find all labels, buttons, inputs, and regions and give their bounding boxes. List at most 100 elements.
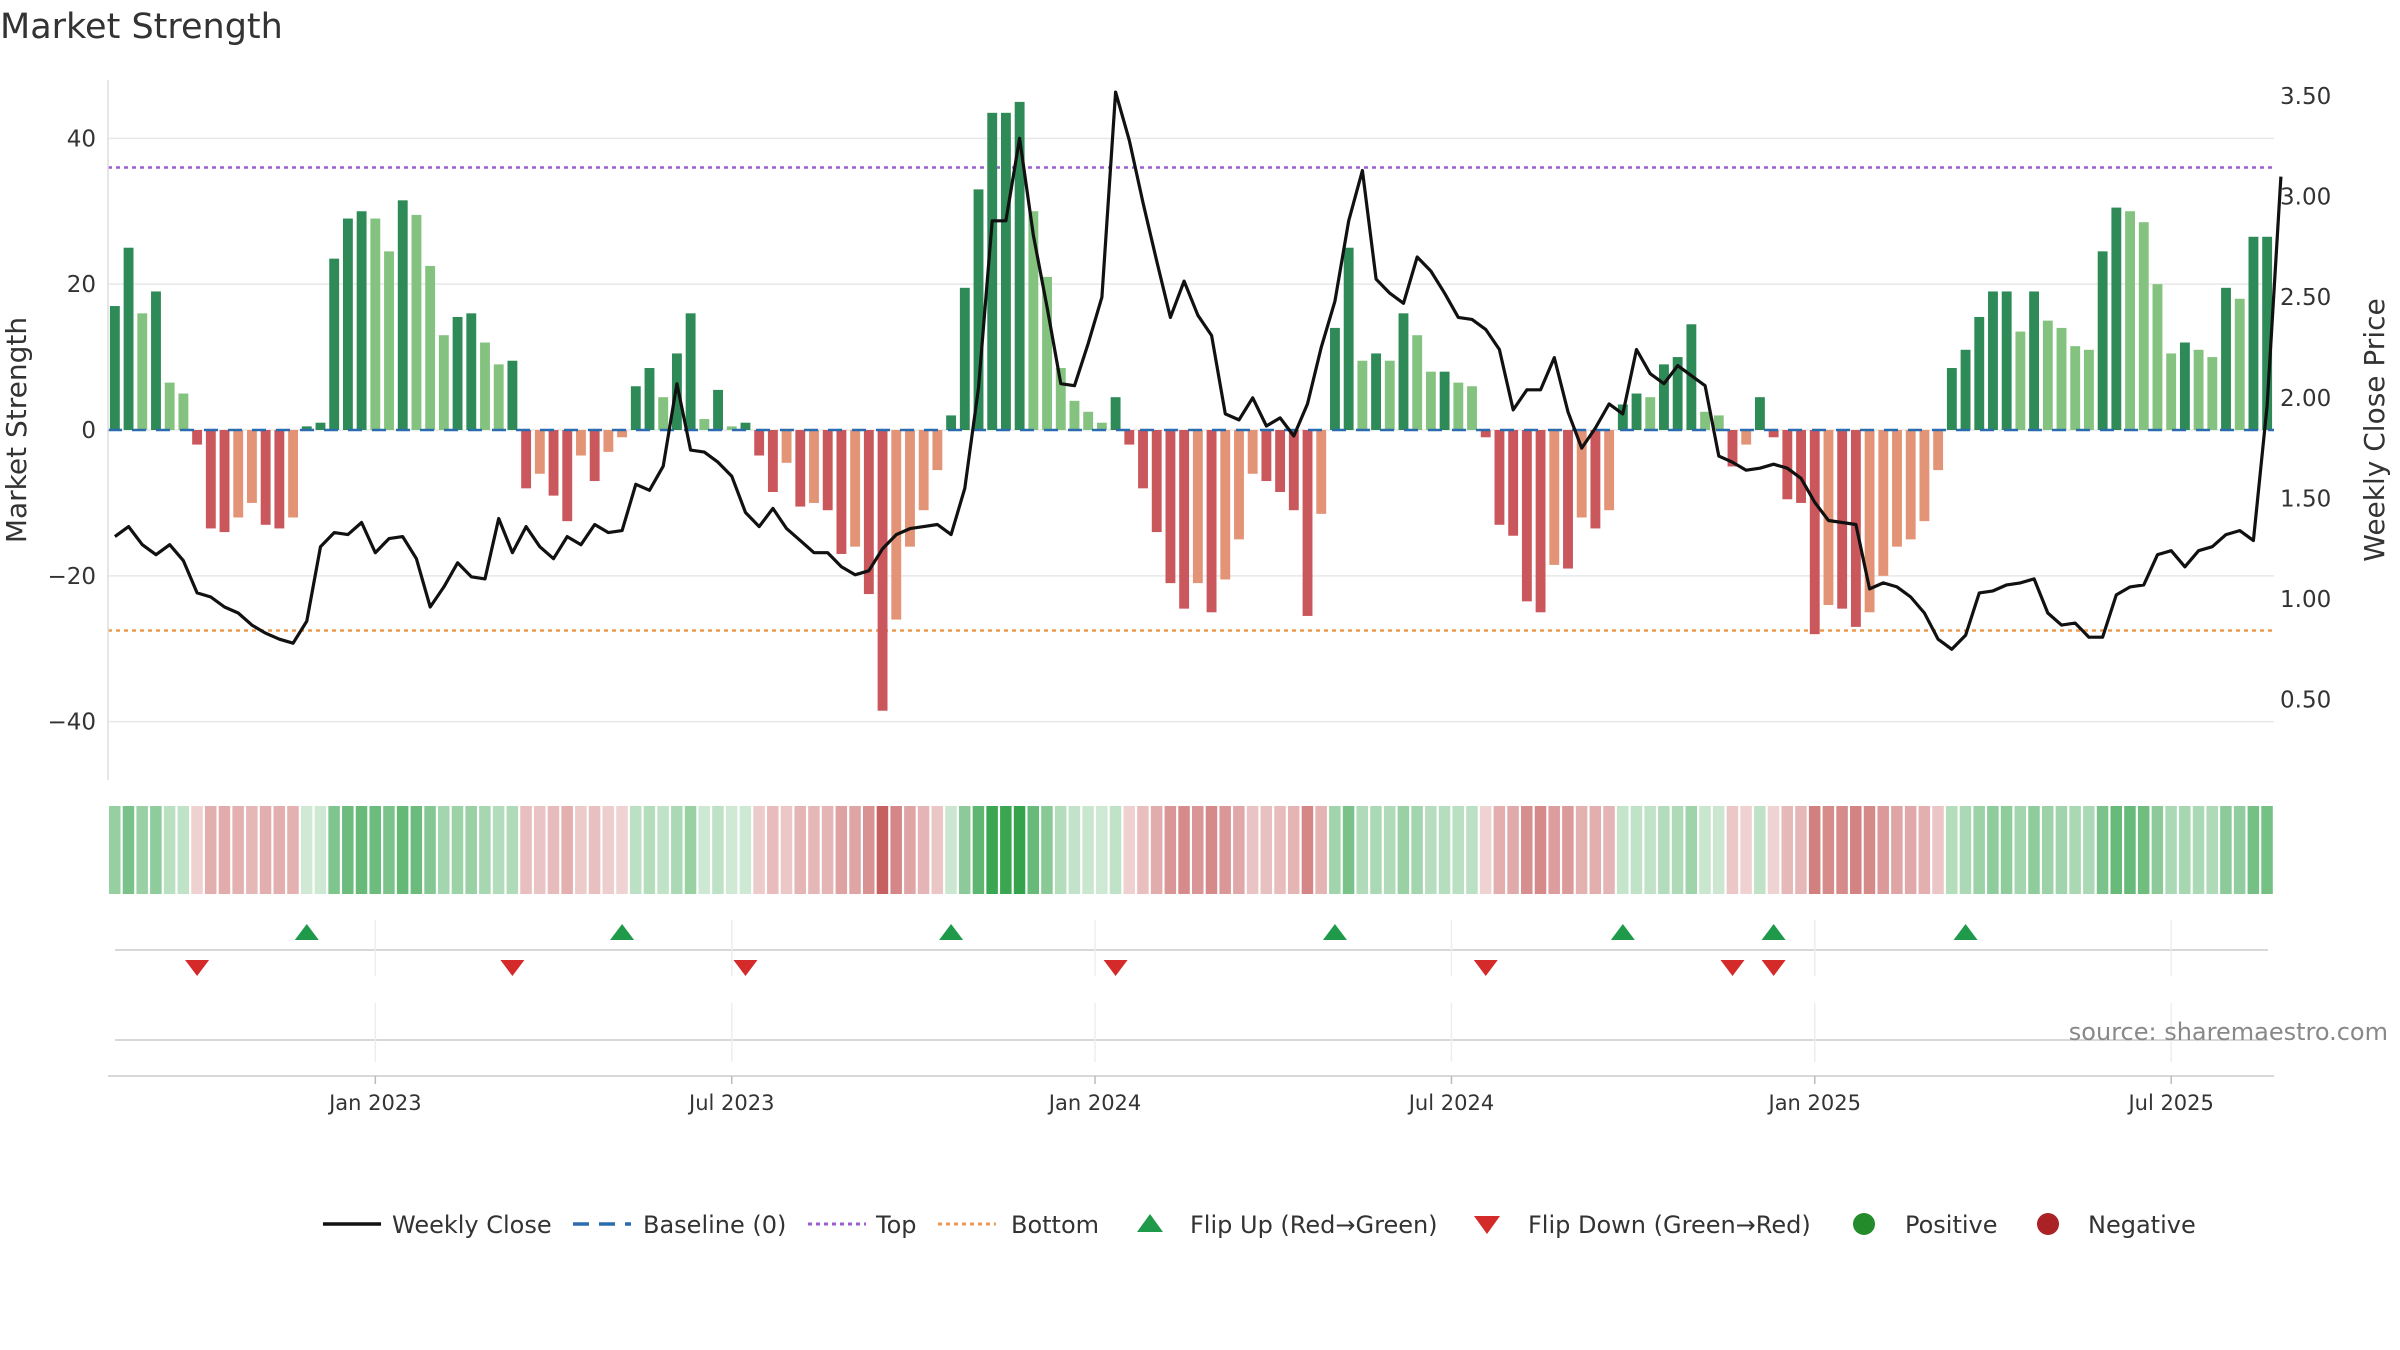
strength-bar bbox=[850, 430, 861, 547]
strength-bar bbox=[809, 430, 819, 503]
source-credit: source: sharemaestro.com bbox=[2069, 1018, 2388, 1046]
heat-cell bbox=[725, 806, 738, 894]
strength-bar bbox=[247, 430, 257, 503]
heat-cell bbox=[1712, 806, 1725, 894]
y-axis-right-title: Weekly Close Price bbox=[2358, 298, 2391, 561]
strength-bar bbox=[1412, 335, 1423, 430]
heat-cell bbox=[1178, 806, 1190, 894]
heat-cell bbox=[2261, 806, 2273, 894]
heat-cell bbox=[986, 806, 998, 894]
heat-cell bbox=[410, 806, 423, 894]
heat-cell bbox=[2000, 806, 2013, 894]
strength-bar bbox=[356, 211, 367, 430]
strength-bar bbox=[767, 430, 778, 492]
heat-cell bbox=[2083, 806, 2095, 894]
strength-bar bbox=[740, 422, 751, 430]
strength-bar bbox=[452, 316, 463, 430]
heat-cell bbox=[533, 806, 546, 894]
heat-cell bbox=[1425, 806, 1437, 894]
strength-bar bbox=[2234, 298, 2245, 430]
strength-bar bbox=[726, 426, 737, 430]
strength-bar bbox=[589, 430, 600, 482]
heat-cell bbox=[1301, 806, 1314, 894]
legend-label: Top bbox=[875, 1211, 917, 1239]
strength-bar bbox=[384, 251, 394, 430]
heat-cell bbox=[163, 806, 176, 894]
heat-cell bbox=[150, 806, 162, 894]
strength-bar bbox=[1617, 404, 1628, 430]
strength-bar bbox=[2111, 207, 2122, 430]
y-axis-left: 40 20 0 −20 −40 bbox=[47, 80, 109, 780]
strength-bar bbox=[562, 430, 573, 522]
flip-down-marker bbox=[1103, 960, 1128, 976]
strength-bar bbox=[1165, 430, 1176, 584]
strength-bar bbox=[1494, 430, 1505, 525]
date-tick-label: Jan 2024 bbox=[1047, 1091, 1142, 1115]
strength-bar bbox=[946, 415, 957, 430]
heat-cell bbox=[835, 806, 848, 894]
strength-bar bbox=[699, 419, 710, 430]
heat-cell bbox=[1507, 806, 1519, 894]
strength-bar bbox=[617, 430, 628, 438]
flip-up-marker bbox=[1610, 924, 1635, 940]
y-right-tick-label: 1.00 bbox=[2280, 587, 2331, 613]
strength-bar bbox=[411, 214, 422, 430]
flip-down-marker bbox=[500, 960, 525, 976]
heat-cell bbox=[1054, 806, 1067, 894]
heat-cell bbox=[1287, 806, 1300, 894]
strength-bar bbox=[918, 430, 929, 511]
heat-cell bbox=[1767, 806, 1780, 894]
strength-bar bbox=[1096, 422, 1107, 430]
strength-bar bbox=[1933, 430, 1944, 471]
legend-label: Weekly Close bbox=[392, 1211, 552, 1239]
strength-bar bbox=[301, 426, 312, 430]
heat-cell bbox=[204, 806, 217, 894]
strength-bar bbox=[1768, 430, 1779, 438]
heat-cell bbox=[629, 806, 642, 894]
strength-bar bbox=[1631, 393, 1642, 430]
heat-cell bbox=[808, 806, 820, 894]
heat-cell bbox=[1370, 806, 1382, 894]
heat-cell bbox=[794, 806, 806, 894]
legend-symbol-circle bbox=[2037, 1213, 2059, 1235]
heat-cell bbox=[287, 806, 299, 894]
heat-cell bbox=[1411, 806, 1423, 894]
strength-bar bbox=[1796, 430, 1806, 503]
strength-bar bbox=[1576, 430, 1587, 518]
strength-bar bbox=[1138, 430, 1148, 489]
heat-cell bbox=[671, 806, 683, 894]
heat-cell bbox=[1644, 806, 1656, 894]
flip-down-marker bbox=[1473, 960, 1498, 976]
strength-bar bbox=[151, 291, 161, 430]
heat-cell bbox=[862, 806, 875, 894]
heat-cell bbox=[2220, 806, 2232, 894]
strength-bar bbox=[1727, 430, 1738, 467]
heat-cell bbox=[1562, 806, 1574, 894]
y-axis-right: 3.50 3.00 2.50 2.00 1.50 1.00 0.50 bbox=[2280, 84, 2331, 713]
strength-bar bbox=[1069, 400, 1080, 430]
y-left-tick-label: 40 bbox=[67, 126, 96, 152]
date-tick-label: Jul 2024 bbox=[1407, 1091, 1494, 1115]
heat-cell bbox=[342, 806, 354, 894]
flip-markers-panel bbox=[108, 920, 2274, 1077]
strength-bar bbox=[1151, 430, 1162, 533]
strength-bar bbox=[987, 112, 998, 430]
strength-bar bbox=[891, 430, 902, 620]
strength-bar bbox=[2179, 342, 2190, 430]
strength-bar bbox=[781, 430, 792, 463]
heat-cell bbox=[1603, 806, 1615, 894]
heat-cell bbox=[1041, 806, 1053, 894]
heat-cell bbox=[2179, 806, 2191, 894]
heat-cell bbox=[479, 806, 491, 894]
strength-bar bbox=[2138, 222, 2149, 430]
heat-cell bbox=[136, 806, 148, 894]
heat-cell bbox=[1109, 806, 1122, 894]
strength-bar bbox=[1645, 397, 1656, 430]
heat-cell bbox=[1150, 806, 1163, 894]
heat-cell bbox=[958, 806, 971, 894]
heat-cell bbox=[753, 806, 765, 894]
strength-bar bbox=[233, 430, 244, 518]
heat-strip bbox=[109, 806, 2273, 894]
date-tick-label: Jul 2025 bbox=[2126, 1091, 2213, 1115]
strength-bar bbox=[1467, 386, 1477, 430]
